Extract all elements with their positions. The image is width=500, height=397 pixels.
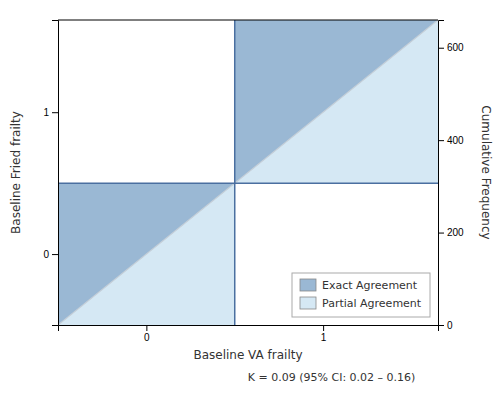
tick-label: 600 [447, 42, 464, 53]
tick-label: 0 [447, 320, 453, 331]
tick-label: 0 [43, 249, 49, 260]
tick: 0 [43, 249, 58, 260]
tick-mark [438, 48, 444, 49]
frame-top [58, 20, 438, 21]
legend-swatch [300, 279, 316, 291]
y-axis-title: Baseline Fried frailty [9, 111, 23, 234]
diagonal [58, 20, 438, 325]
tick-label: 400 [447, 135, 464, 146]
legend-item: Partial Agreement [300, 297, 422, 310]
tick: 0 [438, 320, 453, 331]
tick: 1 [321, 325, 327, 343]
tick-mark [438, 233, 444, 234]
tick-label: 1 [321, 332, 327, 343]
annotation: K = 0.09 (95% CI: 0.02 – 0.16) [248, 371, 416, 384]
marks [58, 20, 438, 325]
axis-line [59, 326, 439, 332]
tick-mark [146, 325, 147, 331]
axis-line [439, 21, 445, 326]
plot: 01010200400600Baseline VA frailtyBaselin… [9, 20, 493, 384]
legend: Exact Agreement Partial Agreement [292, 273, 430, 317]
threshold-x [234, 20, 236, 325]
x-axis-title: Baseline VA frailty [193, 348, 302, 362]
tick-label: 1 [43, 107, 49, 118]
legend-item: Exact Agreement [300, 279, 418, 292]
legend-swatch [300, 297, 316, 309]
tick: 1 [43, 107, 58, 118]
y2-axis-title: Cumulative Frequency [479, 105, 493, 239]
tick-mark [52, 254, 58, 255]
y-axis: 01 [43, 21, 58, 326]
tick-mark [438, 140, 444, 141]
tick-mark [52, 112, 58, 113]
legend-label: Exact Agreement [322, 279, 418, 292]
threshold-y [58, 182, 438, 184]
tick: 200 [438, 227, 464, 238]
tick-label: 0 [144, 332, 150, 343]
tick: 600 [438, 42, 464, 53]
tick: 0 [144, 325, 150, 343]
chart: 01010200400600Baseline VA frailtyBaselin… [0, 0, 500, 397]
tick-mark [438, 325, 444, 326]
legend-frame [292, 273, 430, 317]
x-axis: 01 [59, 325, 439, 343]
tick: 400 [438, 135, 464, 146]
y2-axis: 0 200 400 600 [438, 21, 464, 331]
axis-line [52, 21, 59, 326]
legend-label: Partial Agreement [322, 297, 422, 310]
tick-label: 200 [447, 227, 464, 238]
tick-mark [323, 325, 324, 331]
